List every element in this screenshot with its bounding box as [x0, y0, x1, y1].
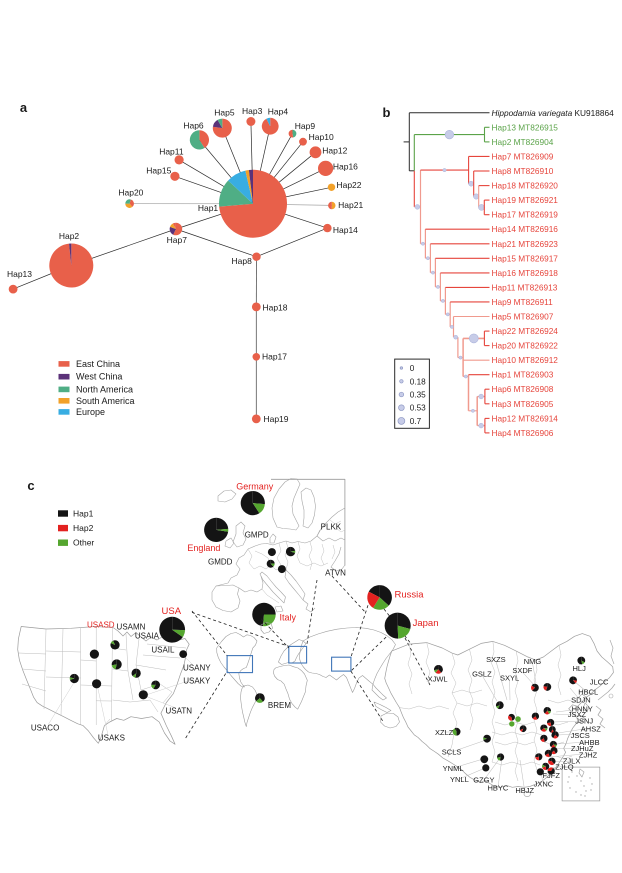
- svg-text:Hap20 MT826922: Hap20 MT826922: [492, 341, 559, 351]
- svg-text:Hap7: Hap7: [167, 235, 188, 245]
- svg-text:HBYC: HBYC: [487, 783, 508, 792]
- svg-text:Hap10: Hap10: [309, 132, 334, 142]
- svg-text:0: 0: [410, 364, 415, 373]
- svg-text:GSLZ: GSLZ: [472, 669, 492, 678]
- svg-text:Hap21: Hap21: [338, 200, 363, 210]
- svg-text:SXZS: SXZS: [486, 655, 506, 664]
- svg-text:ZJHZ: ZJHZ: [579, 751, 598, 760]
- svg-text:England: England: [187, 543, 220, 553]
- svg-text:Hap12 MT826914: Hap12 MT826914: [492, 413, 559, 423]
- svg-text:USAIA: USAIA: [135, 632, 160, 641]
- svg-text:USAIL: USAIL: [151, 645, 175, 654]
- svg-text:NMG: NMG: [524, 657, 542, 666]
- svg-text:0.18: 0.18: [410, 377, 426, 386]
- svg-text:HLJ: HLJ: [573, 664, 587, 673]
- svg-text:Japan: Japan: [413, 618, 439, 629]
- svg-text:Hap13 MT826915: Hap13 MT826915: [492, 122, 559, 132]
- svg-text:West China: West China: [76, 372, 122, 382]
- svg-text:Hap15: Hap15: [146, 166, 171, 176]
- svg-text:Hap15 MT826917: Hap15 MT826917: [492, 253, 559, 263]
- svg-text:0.7: 0.7: [410, 417, 422, 426]
- svg-text:0.35: 0.35: [410, 391, 426, 400]
- svg-text:c: c: [27, 478, 34, 493]
- svg-text:a: a: [20, 100, 28, 115]
- svg-text:GMDD: GMDD: [208, 558, 233, 567]
- svg-text:Europe: Europe: [76, 407, 105, 417]
- svg-text:Hap3 MT826905: Hap3 MT826905: [492, 399, 554, 409]
- svg-text:ATVN: ATVN: [325, 569, 346, 578]
- svg-text:Hap2: Hap2: [73, 523, 94, 533]
- svg-text:Hap13: Hap13: [7, 269, 32, 279]
- svg-text:Hap12: Hap12: [322, 145, 347, 155]
- svg-text:Hap1: Hap1: [198, 203, 219, 213]
- svg-text:Hap1 MT826903: Hap1 MT826903: [492, 370, 554, 380]
- svg-text:b: b: [383, 105, 391, 120]
- svg-text:SCLS: SCLS: [442, 748, 462, 757]
- svg-text:Hap22 MT826924: Hap22 MT826924: [492, 326, 559, 336]
- svg-text:Hap1: Hap1: [73, 509, 94, 519]
- svg-text:Hap16 MT826918: Hap16 MT826918: [492, 268, 559, 278]
- svg-text:Hap18: Hap18: [262, 302, 287, 312]
- svg-text:Hap19: Hap19: [263, 414, 288, 424]
- svg-text:Hap5 MT826907: Hap5 MT826907: [492, 312, 554, 322]
- svg-text:XZLZ: XZLZ: [435, 728, 454, 737]
- svg-text:East China: East China: [76, 359, 120, 369]
- svg-text:Hap14: Hap14: [333, 225, 358, 235]
- svg-text:YNML: YNML: [443, 764, 464, 773]
- svg-text:Hap2: Hap2: [59, 231, 80, 241]
- svg-text:Hap7 MT826909: Hap7 MT826909: [492, 151, 554, 161]
- svg-text:0.53: 0.53: [410, 404, 426, 413]
- svg-text:Hap6 MT826908: Hap6 MT826908: [492, 384, 554, 394]
- svg-text:YNLL: YNLL: [450, 775, 469, 784]
- svg-text:USAKY: USAKY: [183, 677, 211, 686]
- svg-text:Italy: Italy: [280, 613, 297, 623]
- svg-text:Hap9: Hap9: [295, 121, 316, 131]
- svg-text:Hippodamia variegata KU918864: Hippodamia variegata KU918864: [492, 108, 615, 118]
- svg-text:USATN: USATN: [166, 706, 193, 715]
- svg-text:BREM: BREM: [268, 701, 291, 710]
- svg-text:XJWL: XJWL: [428, 674, 448, 683]
- svg-text:Hap5: Hap5: [214, 108, 235, 118]
- svg-text:Hap8: Hap8: [232, 256, 253, 266]
- svg-text:Hap4 MT826906: Hap4 MT826906: [492, 428, 554, 438]
- svg-text:USANY: USANY: [183, 663, 211, 672]
- svg-text:Germany: Germany: [236, 481, 274, 491]
- svg-text:Hap11: Hap11: [159, 147, 184, 157]
- svg-text:Hap18 MT826920: Hap18 MT826920: [492, 181, 559, 191]
- svg-text:Hap17: Hap17: [262, 351, 287, 361]
- svg-text:USASD: USASD: [87, 620, 115, 629]
- svg-text:Other: Other: [73, 538, 94, 548]
- svg-text:Hap17 MT826919: Hap17 MT826919: [492, 210, 559, 220]
- svg-text:USA: USA: [162, 606, 182, 617]
- svg-text:SXYL: SXYL: [500, 674, 519, 683]
- svg-text:South America: South America: [76, 396, 135, 406]
- svg-text:Hap22: Hap22: [336, 180, 361, 190]
- svg-text:Russia: Russia: [395, 589, 425, 600]
- svg-text:Hap21 MT826923: Hap21 MT826923: [492, 239, 559, 249]
- svg-text:Hap20: Hap20: [118, 188, 143, 198]
- svg-text:JXNC: JXNC: [534, 779, 554, 788]
- svg-text:Hap19 MT826921: Hap19 MT826921: [492, 195, 559, 205]
- svg-text:Hap16: Hap16: [333, 162, 358, 172]
- svg-text:Hap10 MT826912: Hap10 MT826912: [492, 355, 559, 365]
- svg-text:Hap9 MT826911: Hap9 MT826911: [492, 297, 554, 307]
- svg-text:Hap6: Hap6: [183, 120, 204, 130]
- svg-text:Hap11 MT826913: Hap11 MT826913: [492, 282, 558, 292]
- svg-text:USAKS: USAKS: [98, 733, 125, 742]
- svg-text:USACO: USACO: [31, 723, 59, 732]
- svg-text:Hap4: Hap4: [268, 106, 289, 116]
- svg-text:Hap2 MT826904: Hap2 MT826904: [492, 137, 554, 147]
- svg-text:Hap3: Hap3: [242, 106, 263, 116]
- svg-text:PLKK: PLKK: [321, 523, 342, 532]
- svg-text:SDJN: SDJN: [571, 696, 591, 705]
- svg-text:Hap14 MT826916: Hap14 MT826916: [492, 224, 559, 234]
- svg-text:GMPD: GMPD: [245, 531, 269, 540]
- svg-text:Hap8 MT826910: Hap8 MT826910: [492, 166, 554, 176]
- svg-text:USAMN: USAMN: [117, 623, 146, 632]
- svg-text:North America: North America: [76, 384, 133, 394]
- svg-text:HBJZ: HBJZ: [515, 786, 534, 795]
- svg-text:JLCC: JLCC: [590, 678, 609, 687]
